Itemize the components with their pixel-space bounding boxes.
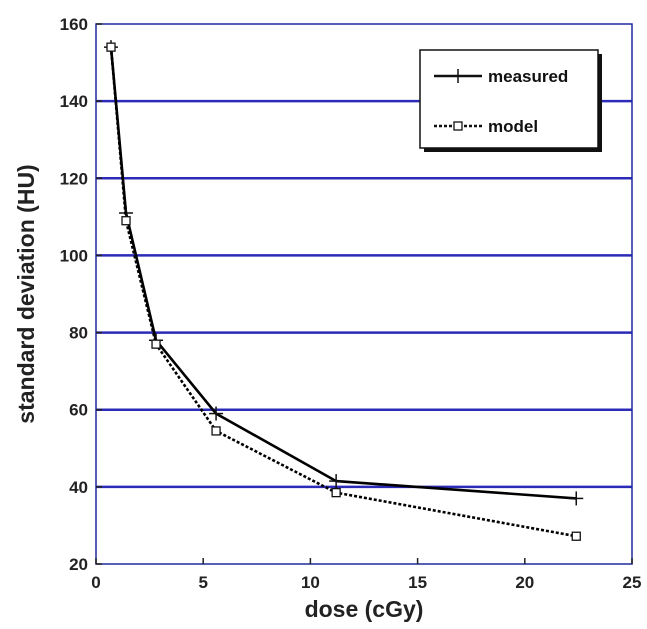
x-tick-label-10: 10 xyxy=(301,573,320,592)
series-model xyxy=(106,42,581,541)
legend-label-model: model xyxy=(488,117,538,136)
measured-point-3 xyxy=(209,406,224,421)
y-tick-label-60: 60 xyxy=(69,401,88,420)
y-tick-label-80: 80 xyxy=(69,324,88,343)
y-tick-label-160: 160 xyxy=(60,15,88,34)
series-group xyxy=(104,40,584,541)
model-point-4 xyxy=(331,487,341,498)
y-axis-ticks: 20 40 60 80 100 120 140 160 xyxy=(60,15,102,574)
series-line-measured xyxy=(109,47,577,500)
legend-box xyxy=(419,49,599,149)
y-axis-label: standard deviation (HU) xyxy=(13,164,39,423)
model-point-1 xyxy=(121,216,131,226)
legend: measured model xyxy=(419,49,602,152)
legend-marker-model xyxy=(453,121,463,131)
y-tick-label-20: 20 xyxy=(69,555,88,574)
measured-point-5 xyxy=(569,491,584,506)
series-line-model xyxy=(109,47,577,538)
legend-item-model: model xyxy=(434,117,538,136)
legend-label-measured: measured xyxy=(488,67,568,86)
x-tick-label-0: 0 xyxy=(91,573,100,592)
x-tick-label-5: 5 xyxy=(198,573,207,592)
y-tick-label-140: 140 xyxy=(60,92,88,111)
legend-items: measured model xyxy=(434,67,568,136)
y-tick-label-40: 40 xyxy=(69,478,88,497)
legend-marker-measured xyxy=(451,69,465,83)
legend-item-measured: measured xyxy=(434,67,568,86)
x-tick-label-15: 15 xyxy=(408,573,427,592)
x-tick-label-20: 20 xyxy=(515,573,534,592)
model-point-3 xyxy=(211,426,221,436)
y-tick-label-120: 120 xyxy=(60,169,88,188)
x-axis-label: dose (cGy) xyxy=(305,596,424,622)
gridlines xyxy=(96,99,632,489)
measured-point-4 xyxy=(329,474,344,489)
model-point-2 xyxy=(151,339,161,349)
plot-area-frame xyxy=(95,23,633,565)
y-tick-label-100: 100 xyxy=(60,246,88,265)
x-tick-label-25: 25 xyxy=(623,573,642,592)
model-point-5 xyxy=(571,531,581,541)
model-point-0 xyxy=(106,42,116,52)
x-axis-ticks: 0 5 10 15 20 25 xyxy=(91,558,641,592)
